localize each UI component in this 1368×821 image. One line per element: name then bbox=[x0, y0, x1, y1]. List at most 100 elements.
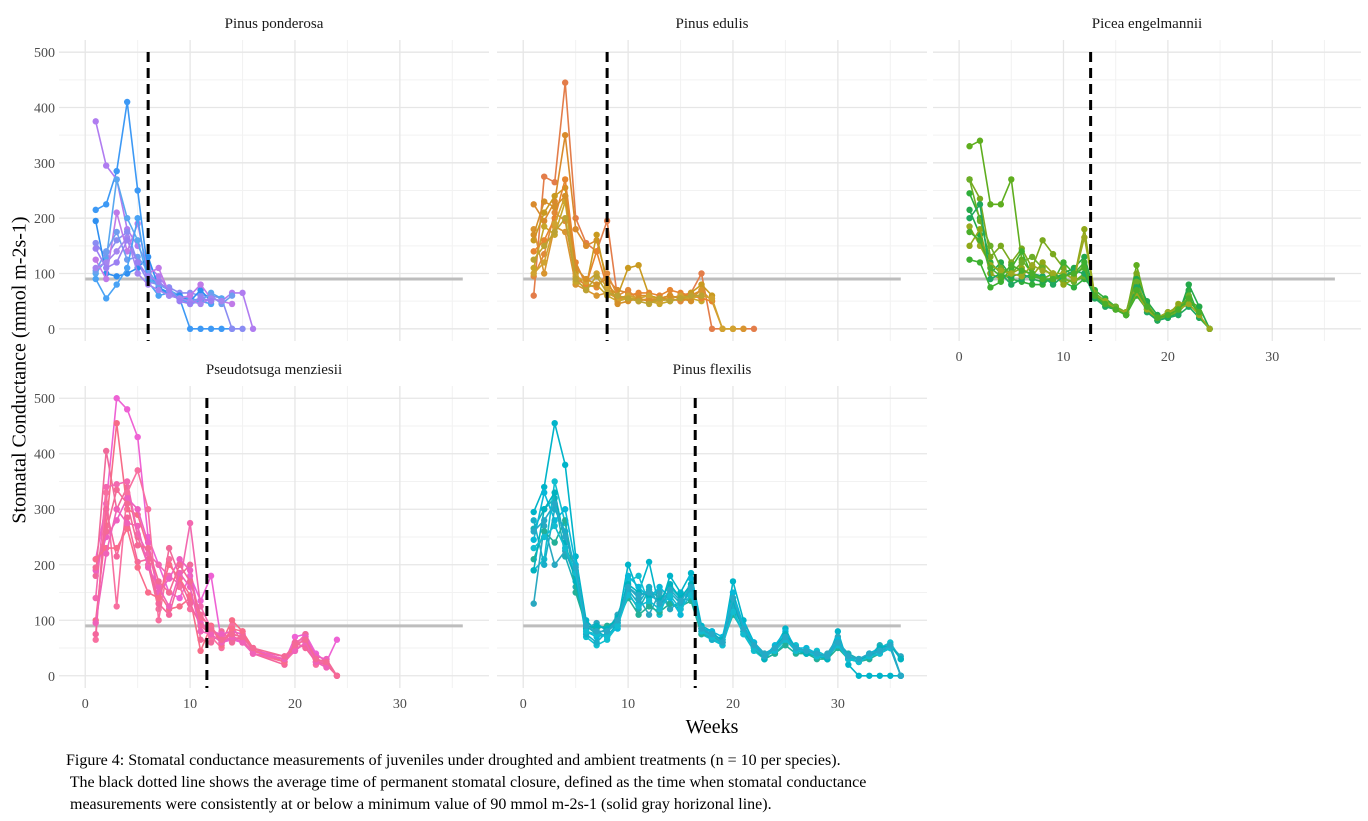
data-point bbox=[698, 292, 705, 299]
y-axis-label: Stomatal Conductance (mmol m-2s-1) bbox=[8, 216, 31, 524]
data-point bbox=[635, 611, 642, 618]
data-point bbox=[645, 597, 653, 605]
data-point bbox=[228, 630, 236, 638]
data-point bbox=[551, 419, 558, 427]
data-point bbox=[540, 517, 548, 524]
y-tick-label: 0 bbox=[48, 670, 55, 685]
data-point bbox=[687, 569, 695, 577]
data-point bbox=[530, 264, 537, 272]
data-point bbox=[197, 300, 204, 308]
figure-caption: Figure 4: Stomatal conductance measureme… bbox=[66, 750, 1356, 816]
data-point bbox=[540, 528, 548, 535]
data-point bbox=[540, 259, 548, 266]
data-point bbox=[113, 506, 120, 513]
data-point bbox=[113, 176, 120, 183]
data-point bbox=[186, 292, 194, 299]
data-point bbox=[635, 572, 642, 580]
data-point bbox=[624, 572, 632, 580]
data-point bbox=[1039, 237, 1046, 244]
data-point bbox=[966, 143, 973, 150]
data-point bbox=[666, 572, 674, 580]
data-point bbox=[186, 567, 194, 574]
data-point bbox=[123, 406, 131, 413]
data-point bbox=[92, 630, 99, 638]
data-point bbox=[92, 564, 99, 571]
data-point bbox=[530, 600, 537, 607]
data-point bbox=[333, 636, 341, 643]
data-point bbox=[792, 644, 800, 652]
data-point bbox=[729, 608, 737, 616]
data-point bbox=[540, 217, 548, 225]
data-point bbox=[1008, 176, 1015, 183]
data-point bbox=[551, 228, 558, 236]
data-point bbox=[593, 622, 600, 630]
data-point bbox=[687, 583, 695, 591]
data-point bbox=[976, 259, 984, 266]
data-point bbox=[666, 297, 674, 305]
data-point bbox=[123, 519, 131, 527]
data-point bbox=[887, 672, 894, 679]
data-point bbox=[771, 644, 779, 652]
data-point bbox=[165, 611, 173, 618]
data-point bbox=[530, 292, 537, 299]
data-point bbox=[987, 264, 994, 272]
data-point bbox=[291, 642, 299, 649]
data-point bbox=[176, 561, 183, 568]
data-point bbox=[197, 647, 204, 655]
series-line bbox=[94, 397, 338, 663]
data-point bbox=[1039, 259, 1046, 266]
data-point bbox=[165, 286, 173, 294]
data-point bbox=[123, 248, 131, 255]
data-point bbox=[1081, 259, 1088, 266]
data-point bbox=[1081, 253, 1088, 261]
data-point bbox=[1049, 270, 1057, 277]
data-point bbox=[635, 261, 642, 269]
y-tick-label: 100 bbox=[34, 267, 55, 282]
data-point bbox=[614, 300, 621, 308]
data-point bbox=[740, 625, 747, 632]
data-point bbox=[239, 639, 246, 646]
data-point bbox=[845, 653, 852, 660]
data-point bbox=[719, 325, 726, 333]
data-point bbox=[155, 561, 162, 568]
data-point bbox=[593, 273, 600, 280]
data-point bbox=[593, 639, 600, 646]
data-point bbox=[1164, 311, 1172, 319]
data-point bbox=[1185, 300, 1192, 308]
data-point bbox=[1049, 275, 1057, 283]
data-point bbox=[113, 395, 120, 402]
data-point bbox=[197, 281, 204, 288]
data-point bbox=[966, 190, 973, 197]
data-point bbox=[144, 544, 152, 552]
data-point bbox=[92, 636, 99, 643]
data-point bbox=[540, 533, 548, 541]
data-point bbox=[113, 248, 120, 255]
data-point bbox=[1122, 311, 1130, 319]
data-point bbox=[530, 508, 537, 516]
data-point bbox=[666, 586, 674, 593]
data-point bbox=[291, 647, 299, 655]
data-point bbox=[113, 553, 120, 560]
series bbox=[530, 522, 904, 666]
data-point bbox=[834, 639, 842, 646]
data-point bbox=[530, 231, 537, 238]
data-point bbox=[249, 325, 257, 333]
data-point bbox=[645, 589, 653, 596]
data-point bbox=[155, 286, 162, 294]
data-point bbox=[228, 639, 236, 646]
x-tick-label: 10 bbox=[1056, 350, 1070, 365]
data-point bbox=[123, 514, 131, 521]
data-point bbox=[228, 625, 236, 632]
data-point bbox=[656, 600, 663, 607]
data-point bbox=[561, 506, 569, 513]
data-point bbox=[186, 300, 194, 308]
y-tick-label: 500 bbox=[34, 46, 55, 61]
data-point bbox=[1028, 261, 1036, 269]
data-point bbox=[155, 578, 162, 585]
data-point bbox=[123, 264, 131, 272]
x-axis-label: Weeks bbox=[685, 716, 739, 738]
data-point bbox=[540, 242, 548, 250]
data-point bbox=[1081, 264, 1088, 272]
data-point bbox=[530, 248, 537, 255]
panel-title: Pinus edulis bbox=[676, 16, 749, 32]
